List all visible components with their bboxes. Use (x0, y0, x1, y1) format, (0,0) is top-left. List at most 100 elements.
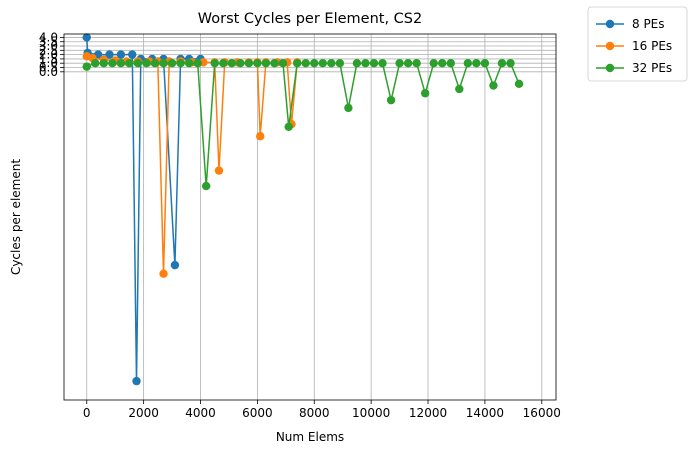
data-point (318, 59, 327, 68)
data-point (176, 59, 185, 68)
series-line (86, 62, 520, 187)
data-point (116, 59, 126, 68)
data-point (108, 59, 117, 68)
data-point (116, 50, 126, 59)
y-tick-label: 1.5 (39, 52, 58, 66)
data-point (91, 59, 100, 68)
x-tick-label: 14000 (466, 406, 504, 420)
x-axis: 0 2000 4000 6000 8000 10000 12000 14000 16000 (83, 400, 561, 420)
data-point (506, 59, 515, 68)
legend-label: 16 PEs (632, 39, 672, 53)
legend-marker (605, 63, 615, 73)
plot-frame (63, 33, 557, 401)
data-point (133, 59, 143, 68)
x-tick-label: 10000 (352, 406, 390, 420)
y-tick-label: 1.0 (39, 56, 58, 70)
data-point (82, 33, 91, 42)
data-point (159, 269, 168, 278)
data-point (201, 181, 211, 191)
data-point (463, 59, 473, 68)
y-tick-label: 3.0 (39, 39, 58, 53)
data-point (284, 122, 293, 131)
y-tick-label: 3.5 (39, 35, 58, 49)
data-point (489, 81, 498, 90)
data-point (256, 132, 265, 141)
data-point (128, 50, 137, 59)
data-point (82, 62, 91, 71)
data-point (142, 59, 151, 68)
legend-label: 32 PEs (632, 61, 672, 75)
data-point (497, 59, 507, 68)
y-tick-label: 0.0 (39, 65, 58, 79)
data-point (270, 59, 279, 68)
data-point (429, 59, 438, 68)
data-point (167, 59, 177, 68)
data-point (514, 79, 524, 89)
data-point (170, 260, 180, 270)
data-point (293, 59, 302, 68)
data-point (472, 59, 481, 68)
data-point (105, 50, 114, 59)
y-tick-label: 2.0 (39, 48, 58, 62)
y-axis-title: Cycles per element (9, 159, 23, 275)
y-tick-label: 0.5 (39, 61, 58, 75)
data-point (327, 59, 336, 68)
x-tick-label: 4000 (185, 406, 216, 420)
data-point (369, 59, 379, 68)
legend-marker (605, 19, 615, 29)
data-point (310, 59, 319, 68)
data-point (386, 95, 396, 105)
data-point (344, 103, 353, 113)
x-tick-label: 16000 (523, 406, 561, 420)
data-point (261, 59, 271, 68)
data-point (420, 89, 430, 98)
data-point (480, 59, 490, 68)
x-tick-label: 8000 (299, 406, 330, 420)
x-tick-label: 2000 (128, 406, 159, 420)
series-32-pes (82, 59, 524, 191)
x-tick-label: 12000 (409, 406, 447, 420)
data-point (278, 59, 288, 68)
data-point (446, 59, 455, 68)
data-point (412, 59, 421, 68)
data-point (244, 59, 254, 68)
data-point (159, 59, 168, 68)
data-point (455, 84, 464, 94)
y-tick-label: 4.0 (39, 30, 58, 44)
data-point (253, 59, 262, 68)
y-axis: 4.03.53.02.52.01.51.00.50.0 (39, 30, 64, 79)
data-point (193, 59, 202, 68)
data-point (219, 59, 228, 68)
series-group (82, 33, 524, 386)
legend-item: 16 PEs (596, 39, 672, 53)
legend-item: 8 PEs (596, 17, 665, 31)
data-point (438, 59, 447, 68)
x-tick-label: 0 (83, 406, 91, 420)
data-point (150, 59, 160, 68)
legend-item: 32 PEs (596, 61, 672, 75)
data-point (99, 59, 109, 68)
data-point (361, 59, 370, 68)
data-point (378, 59, 387, 68)
data-point (132, 376, 141, 386)
data-point (335, 59, 345, 68)
data-point (403, 59, 413, 68)
data-point (214, 166, 224, 175)
x-axis-title: Num Elems (276, 430, 344, 444)
data-point (395, 59, 404, 68)
legend-label: 8 PEs (632, 17, 665, 31)
data-point (301, 59, 310, 68)
x-tick-label: 6000 (242, 406, 273, 420)
data-point (352, 59, 362, 68)
data-point (236, 59, 245, 68)
y-tick-label: 2.5 (39, 43, 58, 57)
legend: 8 PEs 16 PEs 32 PEs (587, 6, 688, 82)
data-point (210, 59, 219, 68)
data-point (227, 59, 236, 68)
data-point (184, 59, 194, 68)
legend-marker (605, 41, 615, 51)
data-point (125, 59, 134, 68)
chart-title: Worst Cycles per Element, CS2 (198, 11, 422, 27)
